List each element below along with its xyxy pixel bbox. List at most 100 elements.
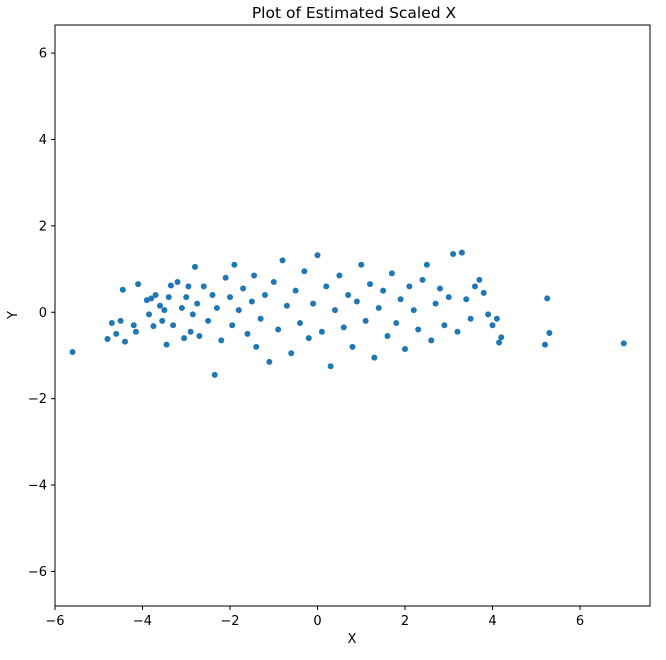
- x-tick-label: 4: [488, 614, 496, 629]
- y-tick-label: −6: [28, 565, 47, 580]
- data-point: [428, 337, 435, 344]
- data-point: [406, 283, 413, 290]
- data-point: [375, 304, 382, 311]
- data-point: [340, 324, 347, 331]
- data-point: [135, 281, 142, 288]
- data-point: [209, 291, 216, 298]
- x-axis-label: X: [348, 632, 357, 647]
- data-point: [275, 326, 282, 333]
- data-point: [463, 296, 470, 303]
- y-tick-label: 4: [39, 133, 47, 148]
- y-tick-label: −2: [28, 392, 47, 407]
- data-point: [297, 320, 303, 327]
- data-point: [310, 300, 317, 307]
- data-point: [174, 279, 181, 286]
- data-point: [367, 281, 373, 288]
- data-point: [415, 326, 422, 333]
- data-point: [165, 294, 172, 301]
- data-point: [384, 333, 391, 340]
- data-point: [257, 315, 264, 322]
- data-point: [222, 274, 229, 281]
- data-point: [227, 294, 233, 301]
- data-point: [546, 329, 553, 336]
- data-point: [185, 283, 192, 290]
- data-point: [235, 307, 242, 314]
- data-point: [266, 358, 273, 365]
- y-tick-label: 0: [39, 306, 47, 321]
- data-points: [69, 249, 627, 378]
- data-point: [240, 285, 247, 292]
- x-tick-label: 2: [401, 614, 409, 629]
- data-point: [458, 249, 465, 256]
- data-point: [620, 340, 627, 347]
- data-point: [489, 322, 496, 329]
- data-point: [496, 339, 503, 346]
- data-point: [196, 333, 203, 340]
- data-point: [305, 335, 312, 342]
- data-point: [454, 328, 461, 335]
- data-point: [542, 341, 548, 348]
- y-axis-ticks: −6 −4 −2 0 2 4 6: [28, 47, 55, 580]
- data-point: [187, 328, 194, 335]
- y-tick-label: 6: [39, 47, 47, 62]
- data-point: [152, 291, 159, 298]
- data-point: [292, 287, 299, 294]
- data-point: [336, 272, 343, 279]
- data-point: [194, 300, 201, 307]
- data-point: [130, 322, 137, 329]
- data-point: [104, 336, 111, 343]
- data-point: [349, 343, 356, 350]
- data-point: [189, 311, 196, 318]
- data-point: [163, 341, 170, 348]
- data-point: [253, 343, 260, 350]
- data-point: [213, 304, 220, 311]
- data-point: [393, 320, 400, 327]
- data-point: [161, 307, 168, 314]
- data-point: [498, 334, 505, 341]
- data-point: [146, 311, 153, 318]
- data-point: [113, 330, 120, 337]
- data-point: [181, 335, 188, 342]
- data-point: [283, 302, 290, 309]
- y-tick-label: 2: [39, 219, 47, 234]
- data-point: [441, 322, 448, 329]
- data-point: [200, 283, 207, 290]
- data-point: [345, 291, 352, 298]
- plot-frame: [54, 24, 651, 607]
- data-point: [437, 285, 443, 292]
- data-point: [371, 354, 378, 361]
- x-tick-label: 0: [313, 614, 321, 629]
- data-point: [388, 270, 395, 277]
- x-tick-label: 6: [576, 614, 584, 629]
- data-point: [244, 330, 251, 337]
- data-point: [178, 304, 185, 311]
- data-point: [122, 338, 128, 345]
- data-point: [402, 345, 408, 352]
- y-axis-label: Y: [6, 311, 21, 320]
- data-point: [211, 371, 218, 378]
- data-point: [119, 286, 126, 293]
- data-point: [148, 295, 155, 302]
- data-point: [262, 291, 268, 298]
- data-point: [192, 263, 198, 270]
- data-point: [108, 320, 115, 327]
- data-point: [327, 363, 334, 370]
- data-point: [480, 289, 487, 296]
- data-point: [229, 322, 236, 329]
- data-point: [472, 283, 478, 290]
- data-point: [467, 315, 474, 322]
- data-point: [159, 317, 166, 324]
- data-point: [183, 294, 190, 301]
- data-point: [493, 315, 500, 322]
- data-point: [323, 283, 330, 290]
- data-point: [432, 300, 439, 307]
- data-point: [544, 295, 551, 302]
- data-point: [117, 317, 124, 324]
- data-point: [332, 307, 338, 314]
- data-point: [157, 302, 163, 309]
- data-point: [362, 317, 369, 324]
- data-point: [397, 296, 404, 303]
- data-point: [450, 250, 457, 257]
